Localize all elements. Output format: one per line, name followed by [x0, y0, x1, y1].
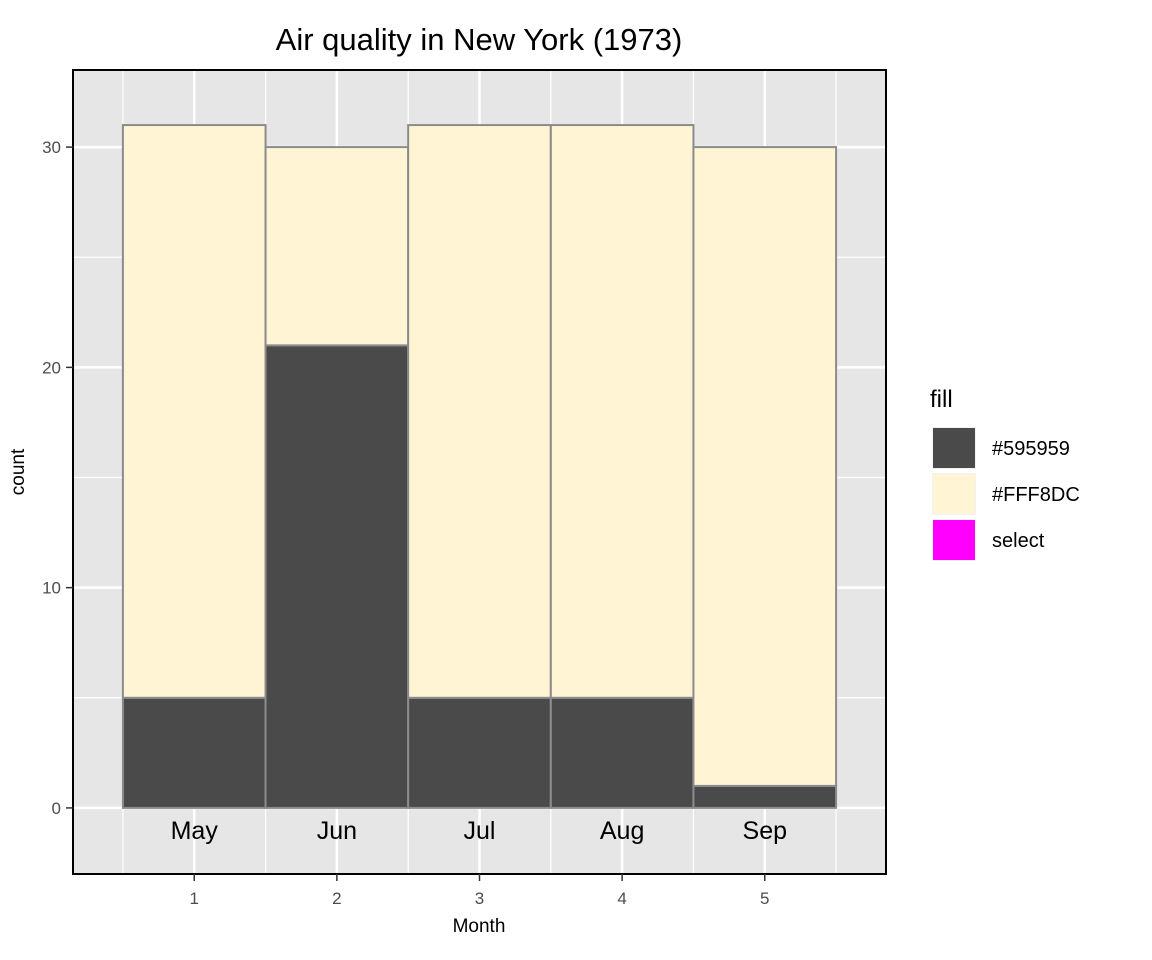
legend-title: fill [930, 386, 953, 413]
month-annotation-2: Jun [317, 817, 357, 845]
month-annotation-3: Jul [464, 817, 496, 845]
x-tick-label: 5 [760, 889, 769, 908]
bar-segment-5-series-1 [692, 784, 838, 809]
y-tick-label: 30 [42, 138, 61, 157]
y-tick-label: 0 [52, 799, 61, 818]
chart-title: Air quality in New York (1973) [276, 22, 683, 57]
bar-segment-4-series-1 [549, 696, 695, 809]
x-tick-label: 4 [617, 889, 626, 908]
y-tick-label: 10 [42, 579, 61, 598]
legend-label-2: #FFF8DC [992, 484, 1080, 506]
y-tick-label: 20 [42, 358, 61, 377]
bar-segment-1-series-2 [121, 124, 267, 699]
bar-segment-5-series-2 [692, 146, 838, 787]
month-annotation-4: Aug [600, 817, 644, 845]
bar-segment-3-series-1 [407, 696, 552, 809]
bar-segment-2-series-1 [264, 344, 410, 809]
legend-swatch-2 [933, 474, 975, 514]
month-annotation-5: Sep [743, 817, 787, 845]
legend: fill #595959 #FFF8DC select [930, 386, 1080, 561]
x-tick-label: 3 [475, 889, 484, 908]
legend-label-3: select [992, 530, 1045, 552]
legend-label-1: #595959 [992, 438, 1070, 460]
bar-segment-3-series-2 [407, 124, 552, 699]
month-annotation-1: May [171, 817, 219, 845]
x-tick-label: 2 [332, 889, 341, 908]
x-axis: 1 2 3 4 5 [190, 874, 769, 908]
bars [121, 124, 838, 809]
y-axis-title: count [8, 448, 29, 495]
month-labels: May Jun Jul Aug Sep [171, 817, 787, 845]
x-tick-label: 1 [190, 889, 199, 908]
legend-swatch-1 [933, 428, 975, 468]
legend-swatch-3 [933, 520, 975, 560]
x-axis-title: Month [453, 916, 506, 937]
bar-segment-4-series-2 [549, 124, 695, 699]
y-axis: 0 10 20 30 [42, 138, 73, 818]
bar-segment-1-series-1 [121, 696, 267, 809]
bar-segment-2-series-2 [264, 146, 410, 347]
